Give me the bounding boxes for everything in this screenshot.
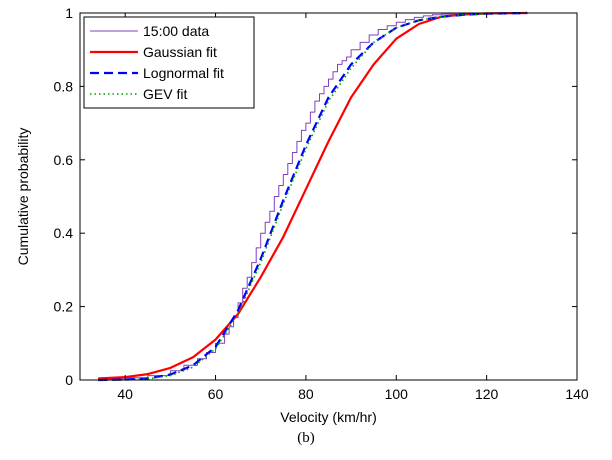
series-line-0 bbox=[98, 12, 523, 380]
x-tick-label: 120 bbox=[475, 386, 499, 402]
series-line-1 bbox=[98, 11, 528, 380]
legend-label-2: Lognormal fit bbox=[143, 65, 224, 81]
x-tick-label: 80 bbox=[298, 386, 314, 402]
y-tick-label: 0 bbox=[65, 372, 73, 388]
y-tick-label: 1 bbox=[65, 5, 73, 21]
legend-label-3: GEV fit bbox=[143, 86, 187, 102]
y-tick-label: 0.4 bbox=[54, 225, 74, 241]
legend-box bbox=[83, 16, 255, 109]
y-tick-label: 0.8 bbox=[54, 78, 74, 94]
series-line-2 bbox=[98, 11, 528, 382]
series-line-3 bbox=[98, 12, 528, 381]
figure-caption: (b) bbox=[297, 430, 315, 446]
x-tick-label: 140 bbox=[565, 386, 589, 402]
cdf-chart: 40 60 80 100 120 140 0 0.2 0.4 0.6 0.8 1 Velocity (k… bbox=[15, 5, 589, 425]
x-axis-label: Velocity (km/hr) bbox=[280, 409, 376, 425]
legend-label-1: Gaussian fit bbox=[143, 44, 217, 60]
x-tick-label: 60 bbox=[208, 386, 224, 402]
x-tick-label: 40 bbox=[117, 386, 133, 402]
y-tick-label: 0.6 bbox=[54, 152, 74, 168]
y-axis-label: Cumulative probability bbox=[15, 128, 31, 266]
y-tick-label: 0.2 bbox=[54, 299, 74, 315]
legend-label-0: 15:00 data bbox=[143, 23, 209, 39]
axes-frame bbox=[79, 12, 578, 381]
x-tick-label: 100 bbox=[385, 386, 409, 402]
